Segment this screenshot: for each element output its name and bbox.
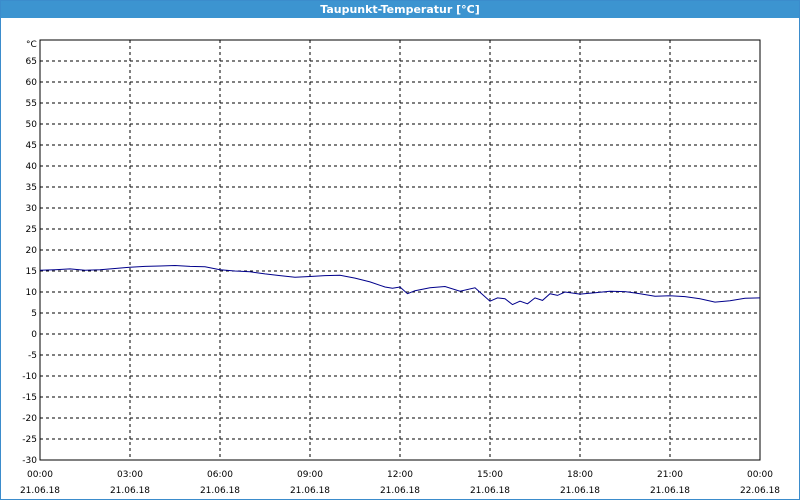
y-tick-label: 20	[26, 246, 38, 256]
x-tick-time: 18:00	[567, 470, 593, 480]
x-tick-date: 21.06.18	[650, 486, 690, 496]
x-tick-date: 21.06.18	[290, 486, 330, 496]
x-tick-time: 00:00	[747, 470, 773, 480]
y-tick-label: 40	[26, 162, 38, 172]
plot-frame	[39, 39, 761, 461]
y-tick-label: 55	[26, 99, 37, 109]
y-tick-label: -20	[22, 414, 37, 424]
y-tick-label: -30	[22, 456, 37, 466]
y-tick-label: -15	[22, 393, 37, 403]
grid-lines	[40, 40, 760, 460]
y-tick-label: 35	[26, 183, 37, 193]
y-tick-label: 50	[26, 120, 38, 130]
y-tick-label: -25	[22, 435, 37, 445]
y-tick-label: -5	[28, 351, 37, 361]
x-tick-date: 21.06.18	[20, 486, 60, 496]
y-tick-label: 5	[31, 309, 37, 319]
y-tick-label: -10	[22, 372, 37, 382]
x-axis-ticks: 00:00 21.06.18 03:00 21.06.18 06:00 21.06.18 0…	[20, 470, 780, 496]
y-axis-ticks: 65605550454035302520151050-5-10-15-20-25…	[22, 57, 37, 466]
y-tick-label: 30	[26, 204, 38, 214]
y-tick-label: 15	[26, 267, 37, 277]
x-tick-time: 03:00	[117, 470, 143, 480]
series-line	[39, 264, 761, 306]
x-tick-time: 15:00	[477, 470, 503, 480]
x-tick-date: 21.06.18	[470, 486, 510, 496]
x-tick-time: 09:00	[297, 470, 323, 480]
y-axis-unit: °C	[26, 40, 37, 50]
y-tick-label: 0	[31, 330, 37, 340]
y-tick-label: 65	[26, 57, 37, 67]
x-tick-date: 21.06.18	[560, 486, 600, 496]
x-tick-date: 22.06.18	[740, 486, 780, 496]
x-tick-time: 06:00	[207, 470, 233, 480]
y-tick-label: 45	[26, 141, 37, 151]
y-tick-label: 25	[26, 225, 37, 235]
y-tick-label: 10	[26, 288, 38, 298]
x-tick-date: 21.06.18	[380, 486, 420, 496]
x-tick-time: 21:00	[657, 470, 683, 480]
y-tick-label: 60	[26, 78, 38, 88]
x-tick-time: 12:00	[387, 470, 413, 480]
x-tick-time: 00:00	[27, 470, 53, 480]
x-tick-date: 21.06.18	[200, 486, 240, 496]
x-tick-date: 21.06.18	[110, 486, 150, 496]
window-title: Taupunkt-Temperatur [°C]	[1, 1, 799, 18]
